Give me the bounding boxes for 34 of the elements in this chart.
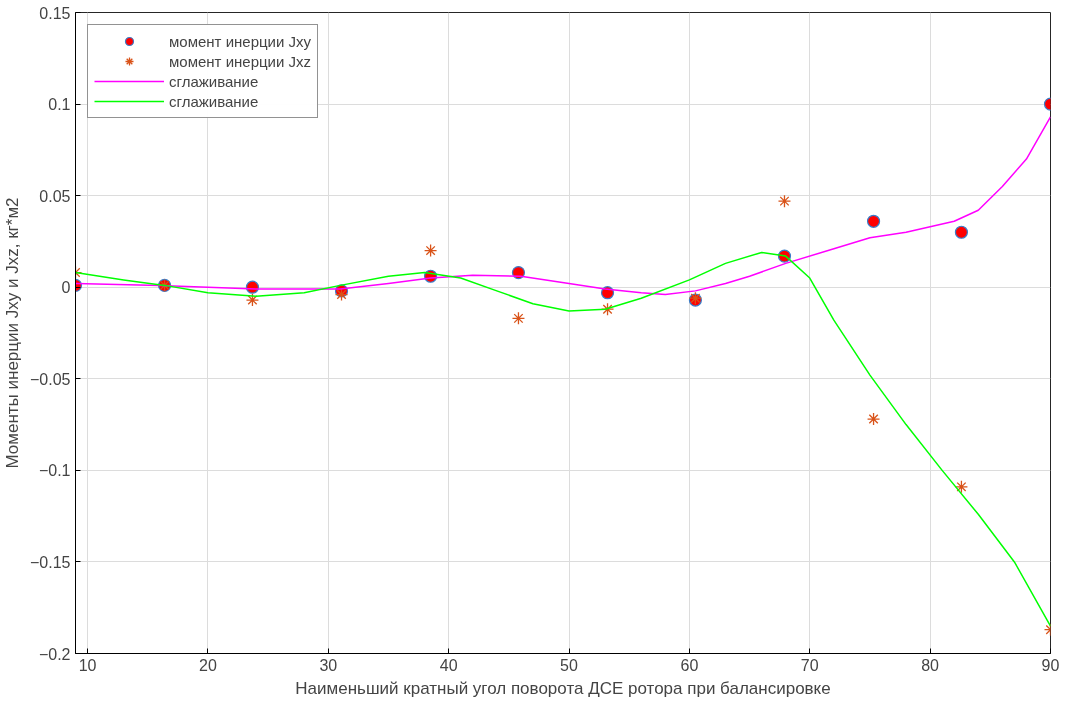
x-tick-label: 50 (560, 656, 579, 674)
y-tick-label: 0.15 (39, 4, 71, 22)
x-tick-label: 70 (800, 656, 819, 674)
x-tick-label: 30 (319, 656, 338, 674)
x-tick-label: 80 (921, 656, 940, 674)
x-tick-label: 90 (1041, 656, 1060, 674)
point (245, 293, 260, 307)
y-tick-label: −0.2 (38, 645, 71, 663)
point (600, 302, 615, 316)
legend-label: момент инерции Jxz (169, 52, 311, 70)
point (866, 412, 881, 426)
x-tick-label: 60 (680, 656, 699, 674)
x-tick-label: 20 (199, 656, 217, 674)
y-tick-label: 0.05 (39, 187, 71, 205)
point (954, 480, 969, 494)
point (511, 311, 526, 325)
y-tick-label: −0.05 (30, 370, 71, 388)
y-tick-label: −0.1 (38, 462, 71, 480)
point (334, 287, 349, 302)
legend-label: сглаживание (169, 72, 259, 90)
x-tick-label: 40 (439, 656, 458, 674)
y-tick-label: 0 (61, 279, 71, 297)
line-series (75, 251, 1051, 627)
y-tick-label: −0.15 (30, 553, 71, 571)
point (777, 194, 792, 208)
y-axis-title: Моменты инерции Jxy и Jxz, кг*м2 (3, 197, 23, 469)
point (866, 214, 881, 228)
point (423, 243, 438, 258)
x-tick-label: 10 (78, 656, 97, 674)
legend-label: сглаживание (169, 92, 259, 110)
point (954, 225, 969, 239)
y-tick-label: 0.1 (48, 96, 71, 114)
legend-label: момент инерции Jxy (169, 32, 311, 50)
x-axis-title: Наименьший кратный угол поворота ДСЕ ротора при балансировке (295, 678, 831, 698)
